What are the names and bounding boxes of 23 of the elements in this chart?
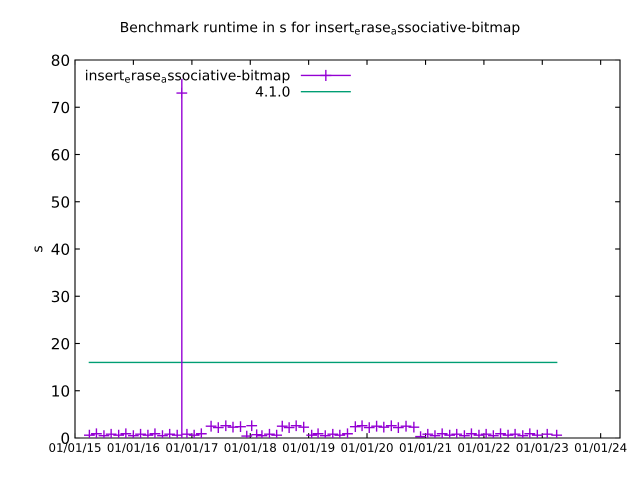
y-tick-label: 30 [52, 290, 70, 302]
chart-title: Benchmark runtime in s for insert$_{e}$rase$_{a}$ssociative-bitmap [121, 22, 520, 36]
y-tick-label: 70 [52, 102, 70, 114]
x-tick-label: 01/01/22 [458, 443, 510, 453]
y-tick-label: 50 [52, 196, 70, 208]
legend-label: insert$_{e}$rase$_{a}$ssociative-bitmap [86, 70, 290, 84]
y-tick-label: 20 [52, 338, 70, 350]
y-tick-label: 80 [52, 54, 70, 66]
x-tick-label: 01/01/19 [282, 443, 334, 453]
y-tick-label: 60 [52, 148, 70, 161]
y-tick-label: 10 [52, 385, 70, 397]
x-tick-label: 01/01/21 [400, 443, 451, 453]
x-tick-label: 01/01/24 [574, 443, 626, 453]
legend-label: 4.1.0 [256, 86, 290, 97]
x-tick-label: 01/01/16 [108, 443, 160, 453]
x-tick-label: 01/01/18 [224, 443, 276, 453]
x-tick-label: 01/01/17 [166, 443, 218, 453]
x-tick-label: 01/01/23 [516, 443, 568, 453]
y-tick-label: 40 [51, 243, 70, 256]
x-tick-label: 01/01/20 [341, 443, 393, 453]
y-axis-title: s [34, 246, 42, 252]
x-tick-label: 01/01/15 [49, 443, 100, 453]
y-tick-label: 0 [61, 432, 70, 444]
